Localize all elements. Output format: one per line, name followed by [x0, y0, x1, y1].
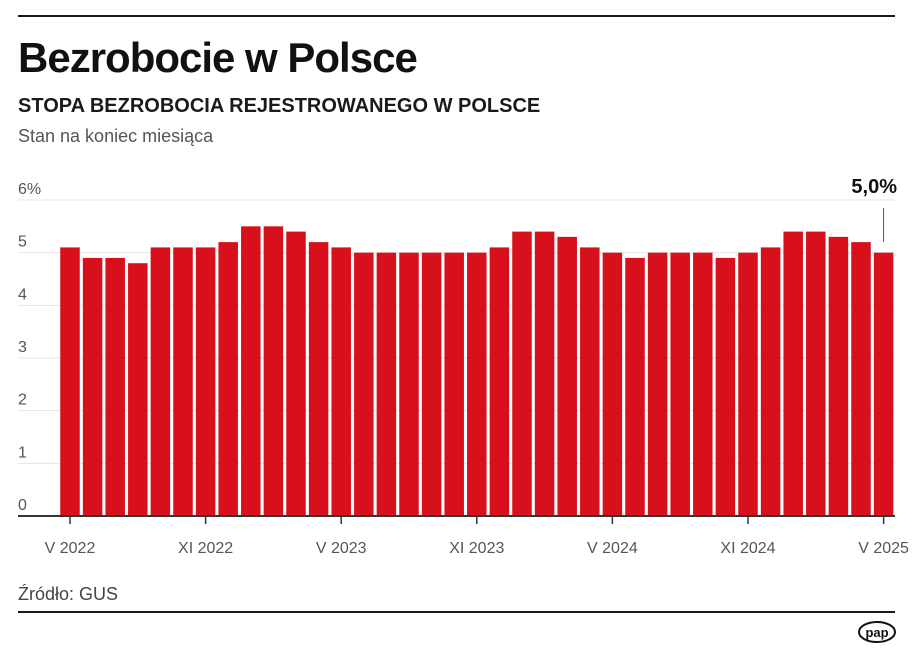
- bar: [376, 252, 397, 516]
- x-tick-label: V 2023: [316, 540, 367, 557]
- bar: [354, 252, 374, 516]
- bar: [828, 236, 849, 516]
- bottom-rule: [18, 611, 895, 613]
- x-tick-label: V 2022: [45, 540, 96, 557]
- y-tick-label: 2: [18, 392, 27, 409]
- page-title: Bezrobocie w Polsce: [18, 34, 418, 81]
- bar: [218, 242, 238, 516]
- source-note: Źródło: GUS: [18, 584, 119, 604]
- bar: [580, 247, 600, 516]
- bar: [150, 247, 171, 516]
- y-tick-label: 3: [18, 339, 27, 356]
- bar: [670, 252, 690, 516]
- bar: [331, 247, 351, 516]
- bar: [534, 231, 555, 516]
- y-tick-label: 5: [18, 234, 27, 251]
- bar: [263, 226, 284, 517]
- chart-subtitle: STOPA BEZROBOCIA REJESTROWANEGO W POLSCE: [18, 95, 541, 117]
- bar: [873, 252, 894, 516]
- bar: [760, 247, 781, 516]
- x-tick-label: XI 2023: [449, 540, 504, 557]
- bar: [557, 236, 577, 516]
- bar: [128, 263, 148, 516]
- value-callout: 5,0%: [851, 176, 897, 242]
- bar: [308, 242, 329, 516]
- bar: [738, 252, 758, 516]
- chart-note: Stan na koniec miesiąca: [18, 126, 214, 146]
- x-axis-ticks: V 2022 XI 2022 V 2023 XI 2023 V 2024 XI 2024 V…: [45, 516, 909, 557]
- bar: [421, 252, 442, 516]
- bar: [512, 231, 532, 516]
- bar: [693, 252, 713, 516]
- x-tick-label: XI 2024: [720, 540, 775, 557]
- svg-text:pap: pap: [865, 625, 888, 640]
- bar: [60, 247, 80, 516]
- bar: [173, 247, 193, 516]
- bar: [286, 231, 306, 516]
- bar: [444, 252, 464, 516]
- bars: [60, 226, 894, 517]
- y-tick-label: 6%: [18, 181, 41, 198]
- bar: [806, 231, 826, 516]
- bar: [105, 257, 125, 516]
- x-tick-label: V 2024: [587, 540, 638, 557]
- bar: [647, 252, 668, 516]
- bar: [195, 247, 216, 516]
- bar: [715, 257, 736, 516]
- y-tick-label: 0: [18, 497, 27, 514]
- bar: [602, 252, 623, 516]
- bar: [851, 242, 871, 516]
- x-tick-label: XI 2022: [178, 540, 233, 557]
- top-rule: [18, 15, 895, 17]
- callout-label: 5,0%: [851, 176, 897, 198]
- bar: [82, 257, 103, 516]
- bar: [783, 231, 803, 516]
- y-tick-label: 1: [18, 444, 27, 461]
- bar: [399, 252, 419, 516]
- y-tick-label: 4: [18, 286, 27, 303]
- bar: [467, 252, 487, 516]
- pap-logo: pap: [858, 621, 896, 643]
- y-axis-ticks: 0 1 2 3 4 5 6%: [18, 181, 41, 514]
- bar: [241, 226, 261, 517]
- bar: [625, 257, 645, 516]
- bar: [489, 247, 510, 516]
- x-tick-label: V 2025: [858, 540, 909, 557]
